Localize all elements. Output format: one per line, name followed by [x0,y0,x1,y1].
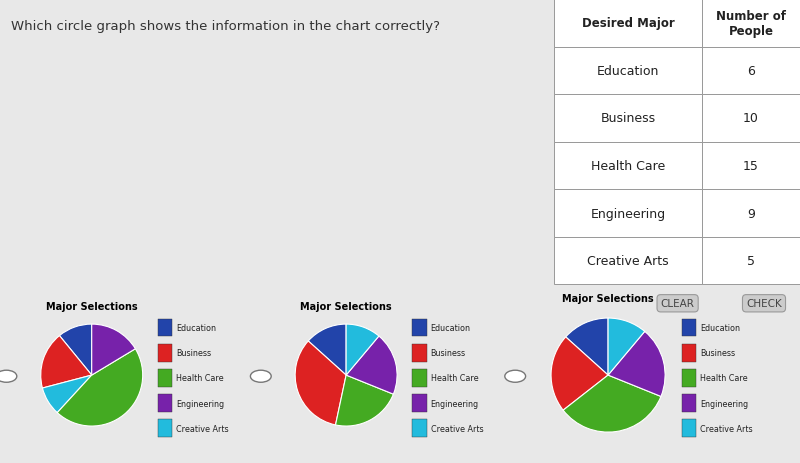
Title: Major Selections: Major Selections [300,301,392,311]
Wedge shape [92,325,135,375]
Text: Education: Education [430,323,470,332]
Wedge shape [42,375,92,413]
Text: Education: Education [597,65,659,78]
Wedge shape [335,375,394,426]
Text: 6: 6 [747,65,755,78]
Text: Which circle graph shows the information in the chart correctly?: Which circle graph shows the information… [11,20,440,33]
Text: Health Care: Health Care [700,374,748,382]
Text: Creative Arts: Creative Arts [700,424,753,433]
Text: 9: 9 [747,207,755,220]
Text: Creative Arts: Creative Arts [430,424,483,433]
Text: 15: 15 [743,160,759,173]
Wedge shape [346,336,397,394]
Text: Engineering: Engineering [430,399,478,407]
Text: Number of
People: Number of People [716,10,786,38]
Bar [702,0,800,47]
Text: Business: Business [601,112,656,125]
Bar [702,190,800,237]
Text: Business: Business [430,349,466,357]
Wedge shape [608,319,645,375]
Wedge shape [295,341,346,425]
Wedge shape [566,319,608,375]
Text: Health Care: Health Care [430,374,478,382]
Wedge shape [59,325,92,375]
Text: Engineering: Engineering [700,399,748,407]
Bar [554,237,702,285]
Text: Engineering: Engineering [590,207,666,220]
Text: Engineering: Engineering [176,399,224,407]
Text: Business: Business [700,349,735,357]
Text: Education: Education [700,323,740,332]
Bar [702,47,800,95]
Text: 10: 10 [743,112,759,125]
Bar [554,0,702,47]
Wedge shape [608,332,665,397]
Wedge shape [58,349,142,426]
Wedge shape [346,325,379,375]
Text: Creative Arts: Creative Arts [587,255,669,268]
Text: Education: Education [176,323,216,332]
Bar [702,237,800,285]
Wedge shape [551,337,608,410]
Text: Business: Business [176,349,211,357]
Title: Major Selections: Major Selections [562,294,654,303]
Bar [554,190,702,237]
Title: Major Selections: Major Selections [46,301,138,311]
Bar [554,142,702,190]
Text: Health Care: Health Care [176,374,224,382]
Text: Desired Major: Desired Major [582,17,674,30]
Text: CLEAR: CLEAR [661,299,694,309]
Wedge shape [41,336,92,388]
Bar [702,142,800,190]
Text: Health Care: Health Care [591,160,666,173]
Wedge shape [563,375,661,432]
Text: CHECK: CHECK [746,299,782,309]
Text: Creative Arts: Creative Arts [176,424,229,433]
Bar [702,95,800,142]
Bar [554,47,702,95]
Bar [554,95,702,142]
Wedge shape [308,325,346,375]
Text: 5: 5 [747,255,755,268]
